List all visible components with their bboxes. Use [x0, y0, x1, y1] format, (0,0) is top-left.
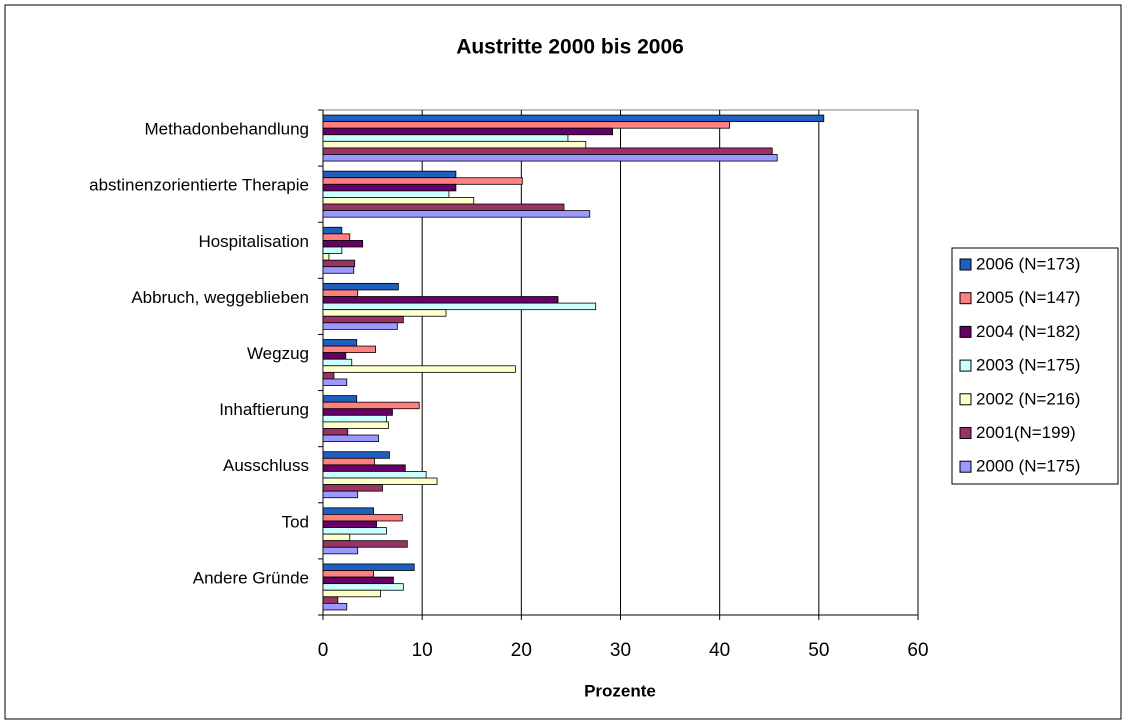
bar [322, 147, 773, 155]
bar [322, 226, 343, 235]
bar [322, 589, 381, 598]
bar [322, 289, 359, 297]
bar [322, 233, 351, 241]
bar [322, 246, 343, 254]
legend-label: 2000 (N=175) [976, 457, 1080, 476]
y-tick-label: abstinenzorientierte Therapie [89, 176, 309, 195]
bar [322, 583, 404, 591]
bar [322, 477, 438, 485]
legend-label: 2003 (N=175) [976, 356, 1080, 375]
bar [322, 345, 376, 354]
bar [322, 114, 825, 123]
bar [322, 358, 353, 367]
bar [322, 596, 339, 604]
y-tick-label: Ausschluss [223, 456, 309, 475]
bar [322, 408, 393, 416]
y-tick-label: Andere Gründe [193, 568, 309, 587]
bar [322, 602, 348, 611]
legend-swatch [959, 258, 972, 271]
bar [322, 421, 389, 429]
legend-swatch [959, 292, 972, 305]
bar [322, 514, 403, 522]
bar [322, 490, 359, 499]
bar [322, 451, 390, 459]
bar [322, 170, 457, 179]
bar [322, 457, 375, 466]
bar [322, 309, 447, 317]
bar [322, 203, 565, 211]
bar [322, 434, 379, 443]
bar [322, 428, 349, 436]
bar [322, 177, 523, 185]
bar [322, 282, 399, 291]
bar [322, 259, 356, 268]
legend-swatch [959, 325, 972, 338]
legend-swatch [959, 393, 972, 406]
bar [322, 507, 374, 515]
bar [322, 576, 394, 585]
x-tick-label: 0 [318, 640, 329, 661]
bar [322, 154, 778, 162]
bar [322, 190, 450, 198]
legend-label: 2004 (N=182) [976, 322, 1080, 341]
x-axis-title: Prozente [584, 681, 656, 700]
chart-title: Austritte 2000 bis 2006 [456, 36, 684, 59]
legend-label: 2006 (N=173) [976, 254, 1080, 273]
bar [322, 563, 415, 571]
bar [322, 365, 516, 373]
x-tick-label: 40 [709, 640, 730, 661]
bar [322, 401, 420, 410]
bar [322, 471, 427, 479]
x-tick-label: 20 [511, 640, 532, 661]
bar [322, 127, 613, 136]
legend-swatch [959, 427, 972, 439]
y-tick-label: Abbruch, weggeblieben [131, 288, 309, 307]
legend [951, 247, 1119, 485]
bar [322, 183, 457, 192]
bar [322, 339, 358, 347]
bar [322, 134, 569, 142]
bar [322, 266, 355, 274]
bar [322, 527, 387, 535]
bar [322, 315, 404, 324]
bar [322, 352, 347, 360]
bar [322, 302, 597, 311]
bar [322, 296, 559, 304]
y-tick-label: Inhaftierung [219, 400, 309, 419]
x-tick-label: 60 [907, 640, 928, 661]
legend-swatch [959, 460, 972, 473]
y-tick-label: Methadonbehandlung [145, 120, 309, 139]
bar [322, 414, 387, 423]
bar [322, 520, 377, 528]
bar [322, 395, 358, 403]
bar [322, 533, 351, 542]
bar [322, 484, 383, 492]
x-tick-label: 10 [412, 640, 433, 661]
bar [322, 121, 730, 129]
bar [322, 240, 364, 248]
legend-swatch [959, 359, 972, 372]
bar [322, 540, 408, 548]
x-tick-label: 50 [808, 640, 829, 661]
bar [322, 322, 398, 330]
bar [322, 371, 335, 380]
y-tick-label: Tod [282, 512, 309, 531]
bar [322, 140, 587, 149]
legend-label: 2002 (N=216) [976, 389, 1080, 408]
x-tick-label: 30 [610, 640, 631, 661]
bar [322, 210, 591, 218]
bar [322, 570, 374, 578]
legend-label: 2001(N=199) [976, 423, 1076, 442]
y-tick-label: Wegzug [247, 344, 309, 363]
bar [322, 197, 475, 205]
bar [322, 546, 359, 555]
legend-label: 2005 (N=147) [976, 288, 1080, 307]
bar [322, 464, 406, 472]
y-tick-label: Hospitalisation [198, 232, 309, 251]
bar [322, 253, 330, 261]
bar [322, 378, 348, 386]
